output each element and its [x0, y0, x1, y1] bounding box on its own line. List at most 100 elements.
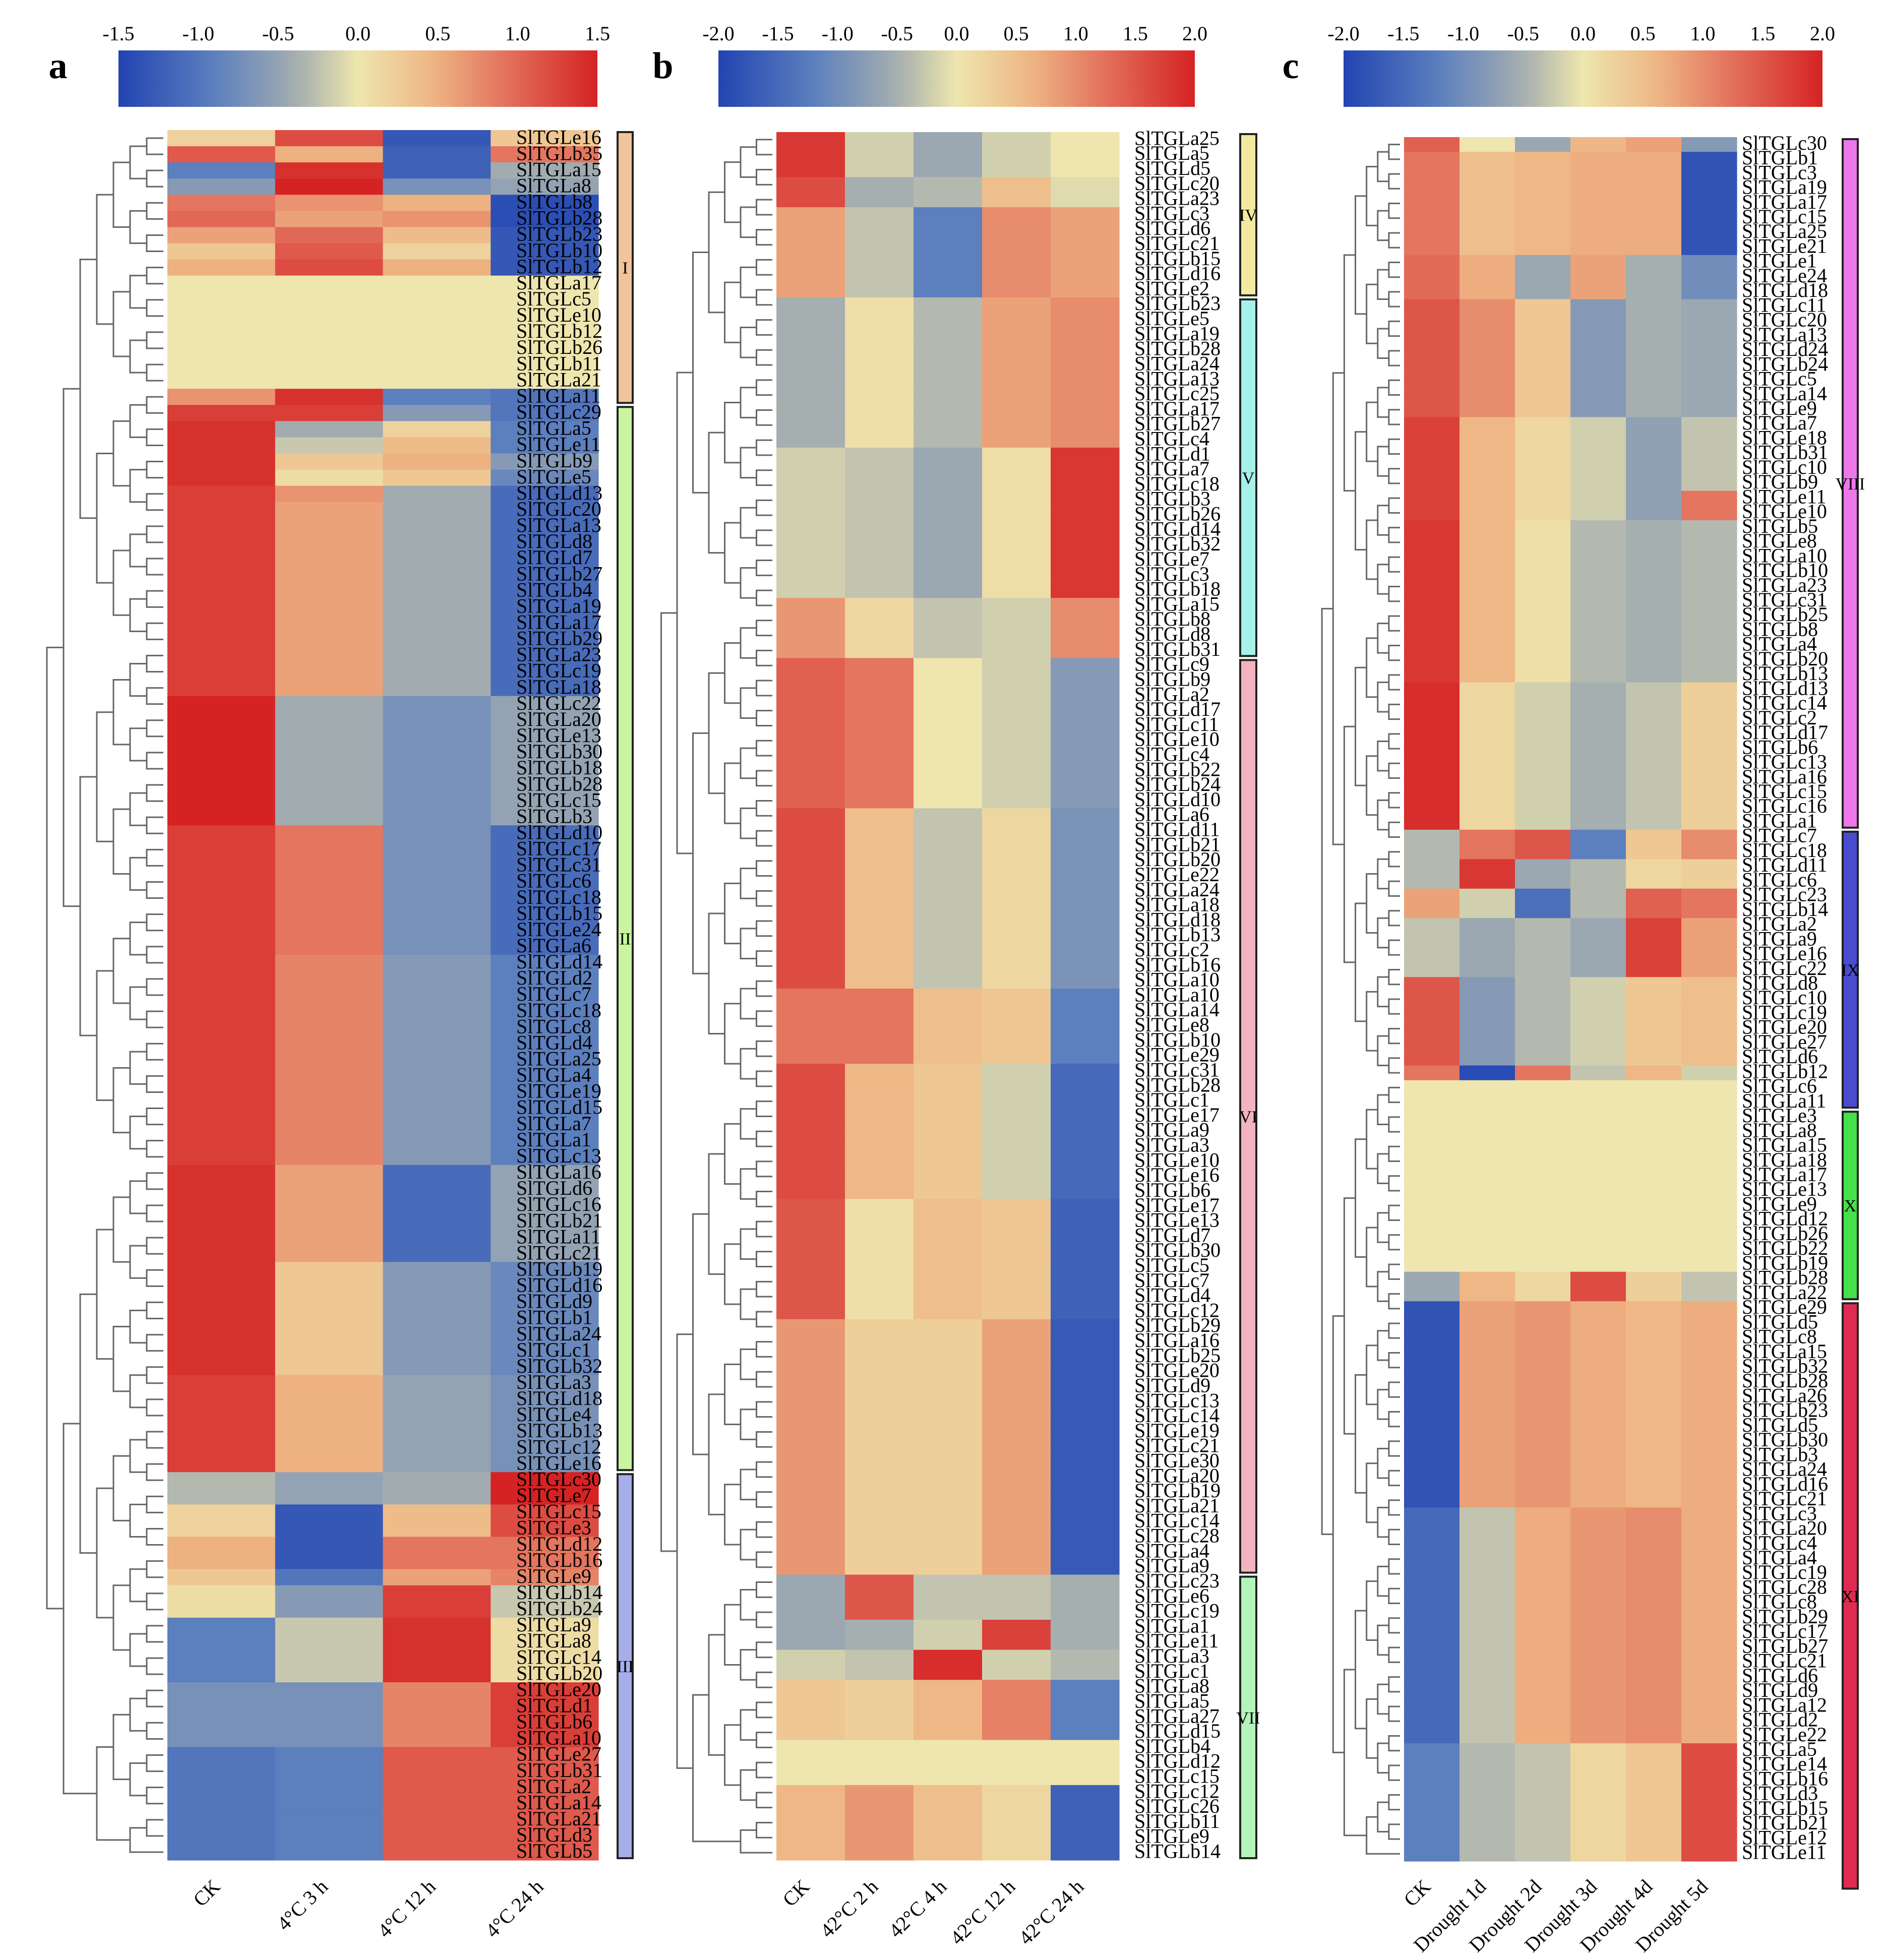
heatmap-cell	[1626, 903, 1682, 918]
heatmap-cell	[491, 567, 599, 583]
heatmap-cell	[1460, 211, 1515, 226]
row-label: SlTGLb31	[1134, 638, 1221, 660]
heatmap-cell	[167, 1213, 276, 1230]
column-label: CK	[189, 1875, 224, 1911]
dendrogram-branch	[129, 1309, 147, 1344]
heatmap-cell	[1681, 1169, 1737, 1184]
row-label: SlTGLc28	[1134, 1524, 1220, 1547]
heatmap-cell	[845, 928, 914, 944]
heatmap-cell	[1404, 1198, 1460, 1213]
colorbar-tick-label: 2.0	[1810, 22, 1835, 45]
row-label: SlTGLe13	[1742, 1178, 1827, 1200]
heatmap-cell	[1570, 947, 1626, 963]
heatmap-cell	[383, 890, 491, 907]
colorbar-tick-label: 1.0	[1690, 22, 1716, 45]
heatmap-cell	[167, 162, 276, 179]
heatmap-cell	[1681, 1537, 1737, 1552]
dendrogram-branch	[756, 950, 772, 967]
heatmap-cell	[914, 433, 983, 448]
heatmap-cell	[275, 162, 384, 179]
dendrogram-branch	[129, 145, 147, 179]
colorbar-tick-label: -1.0	[183, 22, 214, 45]
heatmap-cell	[1051, 1334, 1120, 1350]
dendrogram-branch	[1388, 497, 1400, 514]
dendrogram-branch	[1388, 969, 1400, 986]
heatmap-cell	[1681, 1684, 1737, 1700]
dendrogram-branch	[1377, 682, 1389, 713]
heatmap-cell	[1460, 225, 1515, 241]
heatmap-cell	[776, 748, 845, 764]
row-label: SlTGLa18	[1742, 1148, 1827, 1171]
dendrogram-branch	[129, 1633, 147, 1667]
heatmap-cell	[845, 1770, 914, 1786]
heatmap-cell	[845, 748, 914, 764]
heatmap-cell	[275, 1811, 384, 1828]
heatmap-cell	[982, 1364, 1051, 1380]
heatmap-cell	[491, 469, 599, 486]
heatmap-cell	[1515, 800, 1571, 816]
heatmap-cell	[1681, 329, 1737, 344]
heatmap-cell	[1515, 1537, 1571, 1552]
heatmap-cell	[1460, 1242, 1515, 1258]
heatmap-cell	[167, 825, 276, 842]
heatmap-cell	[383, 858, 491, 875]
heatmap-cell	[275, 275, 384, 292]
heatmap-cell	[1515, 1802, 1571, 1817]
heatmap-cell	[1681, 432, 1737, 447]
dendrogram-branch	[1388, 1175, 1400, 1192]
heatmap-cell	[1460, 888, 1515, 904]
heatmap-cell	[1515, 1507, 1571, 1523]
dendrogram-branch	[724, 1484, 741, 1546]
colorbar-tick-label: 0.5	[1630, 22, 1656, 45]
heatmap-cell	[1515, 1743, 1571, 1758]
row-label: SlTGLa4	[1134, 1539, 1209, 1562]
heatmap-cell	[982, 1153, 1051, 1170]
heatmap-cell	[845, 1064, 914, 1079]
row-label: SlTGLb28	[1742, 1266, 1828, 1289]
heatmap-cell	[1681, 770, 1737, 786]
heatmap-cell	[1570, 1404, 1626, 1420]
heatmap-cell	[167, 1391, 276, 1408]
row-label: SlTGLa20	[1134, 1464, 1220, 1487]
heatmap-cell	[982, 763, 1051, 779]
column-label: 42°C 24 h	[1014, 1875, 1088, 1949]
row-label: SlTGLb11	[1134, 1810, 1220, 1832]
heatmap-cell	[1460, 1271, 1515, 1287]
heatmap-cell	[167, 1035, 276, 1052]
row-label: SlTGLb31	[1742, 441, 1828, 464]
heatmap-cell	[1460, 1375, 1515, 1390]
row-label: SlTGLa15	[516, 158, 601, 180]
heatmap-cell	[982, 1589, 1051, 1605]
heatmap-cell	[1460, 1448, 1515, 1464]
heatmap-cell	[982, 1349, 1051, 1365]
heatmap-cell	[1404, 314, 1460, 329]
row-label: SlTGLb29	[1134, 1314, 1221, 1336]
heatmap-cell	[1681, 284, 1737, 300]
heatmap-cell	[845, 733, 914, 749]
row-label: SlTGLb15	[1134, 247, 1221, 270]
heatmap-cell	[1681, 579, 1737, 594]
heatmap-cell	[1460, 741, 1515, 757]
heatmap-cell	[167, 760, 276, 777]
heatmap-cell	[982, 1049, 1051, 1064]
heatmap-cell	[914, 1815, 983, 1830]
row-label: SlTGLc15	[1742, 780, 1827, 803]
heatmap-cell	[1570, 373, 1626, 388]
heatmap-cell	[776, 778, 845, 794]
heatmap-cell	[914, 1274, 983, 1290]
heatmap-cell	[1460, 343, 1515, 359]
heatmap-cell	[383, 259, 491, 276]
row-label: SlTGLc10	[1742, 456, 1827, 478]
heatmap-cell	[1626, 859, 1682, 875]
heatmap-cell	[1051, 838, 1120, 854]
heatmap-cell	[383, 1294, 491, 1311]
dendrogram-branch	[708, 672, 725, 794]
heatmap-cell	[1051, 943, 1120, 959]
heatmap-cell	[275, 970, 384, 988]
heatmap-cell	[776, 1049, 845, 1064]
heatmap-cell	[1051, 568, 1120, 583]
heatmap-cell	[1626, 815, 1682, 830]
heatmap-cell	[275, 1213, 384, 1230]
heatmap-cell	[491, 1747, 599, 1764]
heatmap-cell	[1515, 1581, 1571, 1597]
